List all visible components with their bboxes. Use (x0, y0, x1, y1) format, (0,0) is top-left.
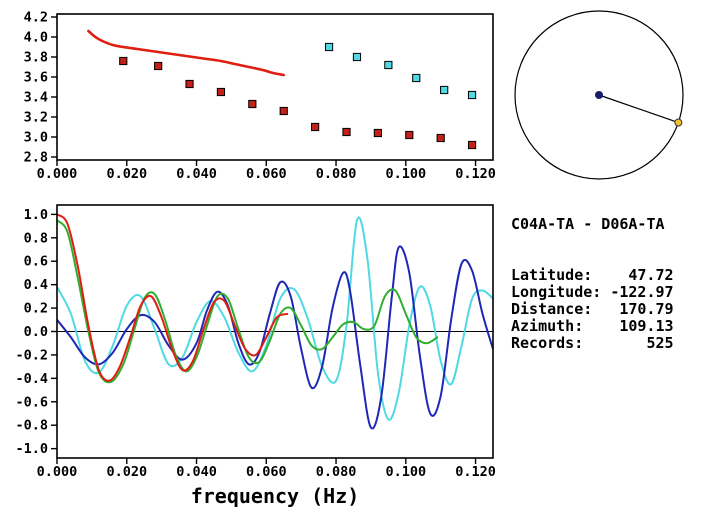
x-tick-label: 0.100 (385, 166, 426, 182)
station-pair-info: C04A-TA - D06A-TA Latitude: 47.72 Longitud… (511, 182, 674, 369)
y-tick-label: 0.0 (24, 324, 48, 340)
great-circle-outline (514, 10, 684, 180)
x-tick-label: 0.020 (106, 166, 147, 182)
y-tick-label: 2.8 (24, 150, 48, 166)
green-trace (57, 219, 439, 384)
y-tick-label: 0.2 (24, 301, 48, 317)
y-tick-label: 3.8 (24, 50, 48, 66)
info-field-label: Records: (511, 334, 584, 352)
red-squares-marker (342, 127, 351, 137)
info-field: Longitude: -122.97 (511, 284, 674, 301)
red-curve (87, 29, 286, 77)
y-tick-label: 3.6 (24, 70, 48, 86)
red-squares-marker (405, 130, 414, 140)
red-squares-marker (467, 140, 477, 150)
y-tick-label: 3.4 (24, 90, 48, 106)
x-tick-label: 0.080 (316, 166, 357, 182)
y-tick-label: 0.4 (24, 277, 48, 293)
info-field-label: Latitude: (511, 266, 593, 284)
cyan-squares-marker (467, 90, 477, 100)
x-tick-label: 0.040 (176, 464, 217, 480)
cyan-trace (57, 216, 493, 421)
red-squares-marker (248, 99, 257, 109)
info-field-list: Latitude: 47.72 Longitude: -122.97 Distance:… (511, 267, 674, 352)
x-tick-label: 0.040 (176, 166, 217, 182)
info-field-value: 170.79 (619, 300, 674, 318)
info-field: Azimuth: 109.13 (511, 318, 674, 335)
y-tick-label: 0.6 (24, 254, 48, 270)
x-axis-title: frequency (Hz) (191, 484, 360, 508)
info-field-value: 109.13 (619, 317, 674, 335)
cyan-squares-marker (352, 52, 362, 62)
info-field-value: 525 (646, 334, 674, 352)
station-pair-title: C04A-TA - D06A-TA (511, 215, 665, 233)
cyan-squares-marker (324, 42, 334, 52)
x-tick-label: 0.100 (385, 464, 426, 480)
info-field: Latitude: 47.72 (511, 267, 674, 284)
x-tick-label: 0.000 (37, 166, 78, 182)
source-station-dot (595, 91, 603, 99)
y-tick-label: -0.8 (15, 418, 48, 434)
y-tick-label: 0.8 (24, 230, 48, 246)
info-field-label: Longitude: (511, 283, 602, 301)
cyan-squares-marker (384, 60, 393, 70)
x-tick-label: 0.120 (455, 464, 496, 480)
azimuth-line (598, 94, 679, 124)
y-tick-label: 3.2 (24, 110, 48, 126)
y-tick-label: 1.0 (24, 207, 48, 223)
red-squares-marker (436, 133, 445, 143)
dispersion-panel: 0.000 0.020 0.040 0.060 0.080 0.100 0.120 2.8 3.… (24, 10, 496, 183)
y-tick-label: -0.2 (15, 347, 48, 363)
blue-trace (57, 245, 493, 430)
cyan-squares-marker (412, 73, 421, 83)
red-trace (57, 213, 289, 382)
plot-frame (56, 13, 494, 161)
y-tick-label: -1.0 (15, 441, 48, 457)
red-squares-marker (311, 122, 320, 132)
x-tick-label: 0.080 (316, 464, 357, 480)
red-squares-marker (216, 87, 226, 97)
cyan-squares-marker (440, 85, 449, 95)
spectra-panel: 0.000 0.020 0.040 0.060 0.080 0.100 0.120 -1.0 -… (15, 204, 496, 508)
x-tick-label: 0.000 (37, 464, 78, 480)
info-field-label: Azimuth: (511, 317, 584, 335)
y-tick-label: 4.2 (24, 10, 48, 26)
x-tick-label: 0.020 (106, 464, 147, 480)
red-squares-marker (154, 61, 163, 71)
x-tick-label: 0.060 (246, 464, 287, 480)
red-squares-marker (119, 56, 128, 66)
info-field-label: Distance: (511, 300, 593, 318)
y-tick-label: 3.0 (24, 130, 48, 146)
info-field: Distance: 170.79 (511, 301, 674, 318)
info-field: Records: 525 (511, 335, 674, 352)
info-field-value: 47.72 (628, 266, 674, 284)
red-squares-marker (185, 79, 194, 89)
y-tick-label: -0.6 (15, 394, 48, 410)
red-squares-marker (279, 106, 288, 116)
y-tick-label: 4.0 (24, 30, 48, 46)
receiver-station-dot (674, 118, 683, 127)
info-field-value: -122.97 (610, 283, 674, 301)
x-tick-label: 0.060 (246, 166, 287, 182)
azimuth-dial (514, 10, 684, 180)
x-tick-label: 0.120 (455, 166, 496, 182)
y-tick-label: -0.4 (15, 371, 48, 387)
red-squares-marker (373, 128, 382, 138)
